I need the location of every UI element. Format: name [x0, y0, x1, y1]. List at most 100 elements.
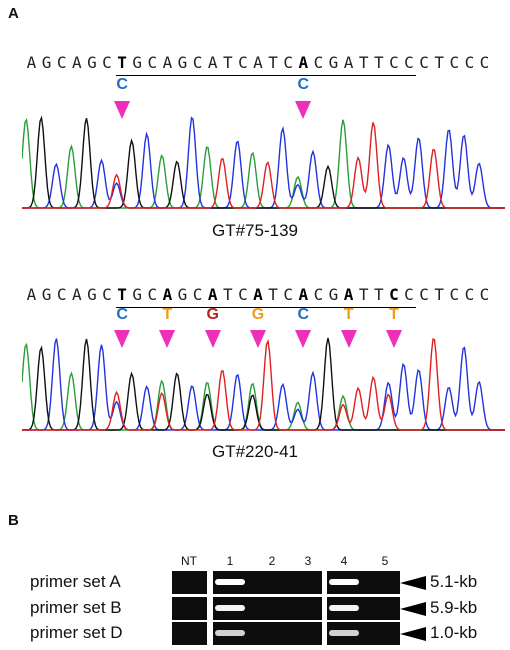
target-underline	[115, 307, 416, 309]
sequence-base: T	[358, 53, 369, 72]
target-underline	[115, 75, 416, 77]
sequence-base: A	[162, 285, 173, 304]
gel-block	[172, 597, 207, 620]
substituted-base: T	[343, 306, 354, 323]
lane-label: 5	[381, 554, 389, 568]
sequence-base: C	[283, 285, 293, 304]
lane-label: 3	[304, 554, 312, 568]
gel-block	[213, 597, 322, 620]
sequence-base: C	[192, 53, 203, 72]
sequence-base: C	[449, 53, 460, 72]
sequence-base: C	[404, 53, 414, 72]
gel-block	[172, 571, 207, 594]
sequence-base: C	[449, 285, 460, 304]
band-size-label: 5.9-kb	[430, 598, 478, 617]
trace-line-T	[22, 122, 505, 209]
gel-band	[329, 630, 359, 636]
gel-band	[215, 605, 245, 611]
sequence-base: G	[177, 285, 188, 304]
sequence-base: C	[56, 285, 67, 304]
sequence-base: G	[328, 285, 339, 304]
mutation-arrow-icon	[250, 330, 266, 348]
primer-set-label: primer set D	[30, 623, 123, 642]
mutation-arrow-icon	[340, 330, 357, 348]
substituted-base: C	[116, 306, 128, 323]
substituted-base: G	[206, 306, 219, 323]
lane-label: NT	[181, 554, 197, 568]
sequence-base: T	[358, 285, 369, 304]
sequence-base: C	[283, 53, 293, 72]
mutation-arrow-icon	[385, 330, 402, 348]
sequence-base: C	[102, 53, 112, 72]
sequence-base: T	[117, 285, 127, 304]
sequence-base: T	[434, 53, 444, 72]
size-arrow-icon	[400, 576, 426, 590]
band-size-label: 1.0-kb	[430, 623, 478, 642]
mutation-arrow-icon	[204, 330, 221, 348]
sequence-base: C	[238, 285, 248, 304]
gel-block	[172, 622, 207, 645]
size-arrow-icon	[400, 627, 426, 641]
gel-band	[329, 605, 359, 611]
sequence-base: C	[404, 285, 414, 304]
sequence-base: C	[102, 285, 112, 304]
sequence-base: G	[87, 53, 97, 72]
sequence-base: T	[434, 285, 444, 304]
sequence-base: C	[419, 285, 429, 304]
sequence-base: A	[253, 285, 263, 304]
sequence-base: A	[298, 285, 309, 304]
gel-band	[329, 579, 359, 585]
substituted-base: C	[297, 306, 310, 323]
sequence-base: C	[313, 285, 324, 304]
gel-block	[213, 622, 322, 645]
size-arrow-icon	[400, 602, 426, 616]
sequence-base: G	[177, 53, 188, 72]
sequence-base: A	[162, 53, 173, 72]
sequence-base: T	[373, 53, 384, 72]
sequence-base: T	[222, 285, 233, 304]
sequence-base: C	[464, 53, 475, 72]
sequence-base: A	[298, 53, 309, 72]
panel-a-label: A	[8, 5, 19, 22]
primer-set-label: primer set B	[30, 598, 122, 617]
sequence-base: C	[313, 53, 324, 72]
sequence-base: C	[147, 285, 158, 304]
sequence-base: A	[71, 53, 82, 72]
sequence-base: G	[41, 53, 52, 72]
sequence-base: T	[268, 53, 278, 72]
lane-label: 1	[226, 554, 234, 568]
sequence-base: A	[71, 285, 82, 304]
lane-label: 2	[268, 554, 276, 568]
panel-b-label: B	[8, 512, 19, 529]
sequence-base: G	[41, 285, 52, 304]
sequence-base: C	[464, 285, 475, 304]
sample-1-name: GT#75-139	[212, 221, 298, 240]
sequence-base: C	[389, 285, 399, 304]
lane-label: 4	[340, 554, 348, 568]
sequence-base: C	[479, 53, 490, 72]
sequence-base: T	[222, 53, 233, 72]
sequence-base: A	[207, 285, 218, 304]
sequence-base: A	[26, 285, 37, 304]
substituted-base: C	[297, 76, 310, 93]
trace-line-A	[22, 117, 505, 209]
gel-block	[213, 571, 322, 594]
sequence-base: C	[192, 285, 203, 304]
mutation-arrow-icon	[114, 330, 131, 348]
sample-2-name: GT#220-41	[212, 442, 298, 461]
sequence-base: C	[419, 53, 429, 72]
primer-set-label: primer set A	[30, 572, 121, 591]
trace-line-G	[22, 115, 505, 209]
sequence-base: G	[328, 53, 339, 72]
mutation-arrow-icon	[295, 101, 312, 119]
gel-band	[215, 579, 245, 585]
mutation-arrow-icon	[295, 330, 312, 348]
gel-block	[327, 597, 400, 620]
sequence-base: A	[343, 285, 354, 304]
sequence-base: G	[132, 285, 142, 304]
sequence-base: C	[238, 53, 248, 72]
sequence-base: G	[87, 285, 97, 304]
gel-block	[327, 571, 400, 594]
sequence-base: T	[117, 53, 127, 72]
